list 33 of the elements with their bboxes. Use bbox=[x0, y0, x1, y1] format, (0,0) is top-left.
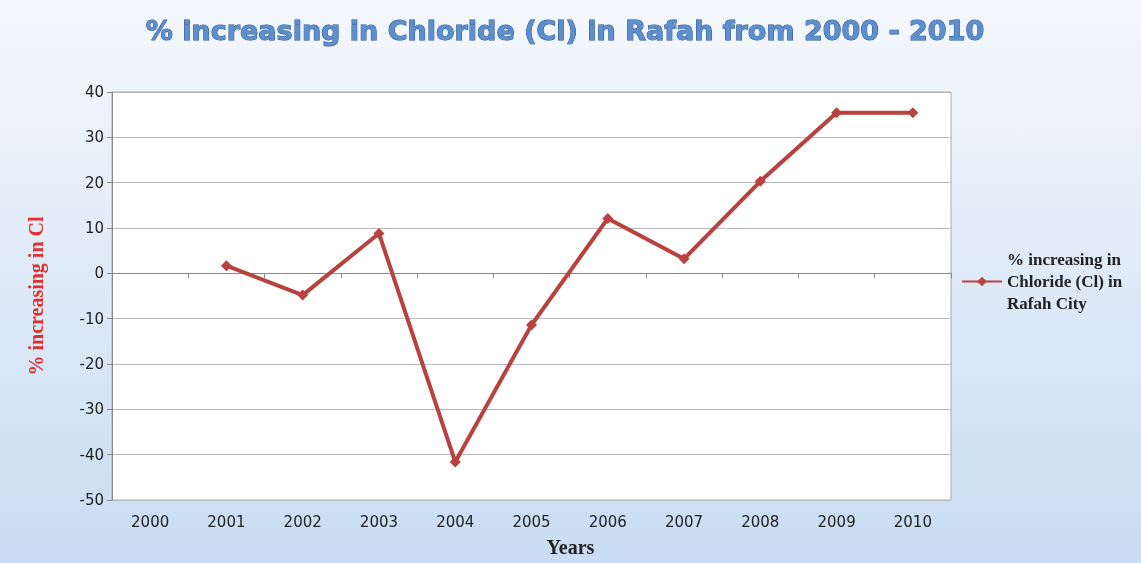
y-tick-label: 0 bbox=[94, 264, 104, 283]
x-tick-label: 2007 bbox=[664, 512, 704, 531]
x-tick-label: 2010 bbox=[893, 512, 932, 531]
y-tick-label: -20 bbox=[79, 355, 104, 373]
x-tick-label: 2005 bbox=[512, 512, 551, 531]
point bbox=[602, 212, 614, 224]
legend-label: % increasing in Chloride (Cl) in Rafah City bbox=[1007, 250, 1127, 313]
point bbox=[754, 175, 766, 187]
y-tick-label: -40 bbox=[79, 445, 104, 464]
point bbox=[449, 456, 461, 468]
x-tick-label: 2009 bbox=[817, 512, 856, 531]
x-tick-label: 2004 bbox=[436, 512, 475, 531]
y-tick-label: -30 bbox=[79, 400, 104, 419]
x-tick-label: 2002 bbox=[283, 512, 322, 531]
point bbox=[678, 253, 690, 265]
x-tick-label: 2000 bbox=[131, 512, 170, 531]
x-tick-label: 2008 bbox=[741, 512, 780, 531]
x-tick-label: 2003 bbox=[359, 512, 399, 531]
y-tick-label: 10 bbox=[84, 219, 104, 237]
x-axis-title: Years bbox=[546, 536, 595, 558]
y-axis-title: % increasing in Cl bbox=[25, 216, 48, 376]
point bbox=[297, 289, 309, 301]
y-tick-label: -50 bbox=[79, 491, 104, 509]
chart-title: % increasing in Chloride (Cl) in Rafah from 2000 - 2010 bbox=[145, 15, 985, 46]
y-tick-label: 20 bbox=[84, 173, 104, 192]
y-tick-label: -10 bbox=[79, 309, 104, 328]
x-tick-label: 2001 bbox=[207, 512, 246, 531]
point bbox=[526, 319, 537, 331]
point bbox=[373, 227, 385, 239]
x-tick-label: 2006 bbox=[588, 512, 627, 531]
y-tick-label: 40 bbox=[84, 83, 104, 101]
y-tick-label: 30 bbox=[84, 128, 104, 147]
point bbox=[220, 260, 232, 272]
